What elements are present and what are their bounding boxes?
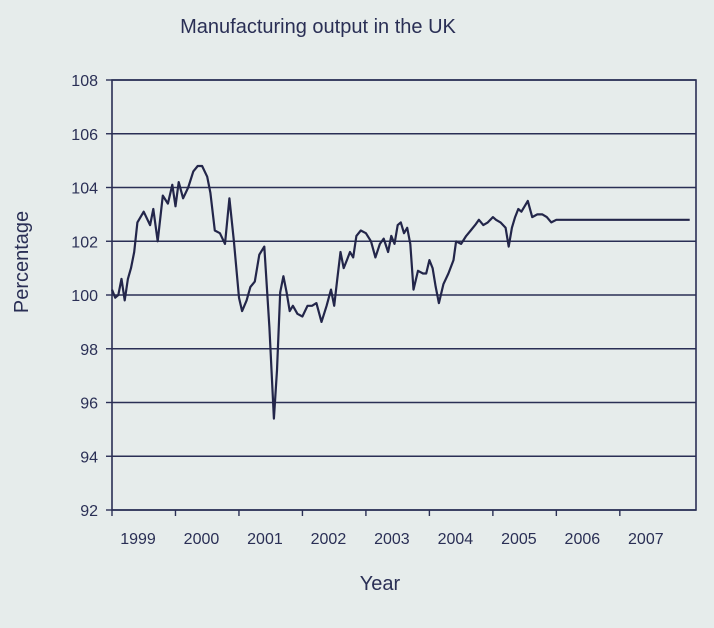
y-tick-label: 104 xyxy=(71,181,98,198)
x-tick-label: 2001 xyxy=(247,531,283,548)
y-tick-label: 108 xyxy=(71,73,98,90)
x-tick-label: 2005 xyxy=(501,531,537,548)
y-tick-label: 102 xyxy=(71,234,98,251)
gridlines xyxy=(112,79,696,511)
x-axis-ticks: 1999 2000 2001 2002 2003 2004 2005 2006 2007 xyxy=(111,510,664,548)
y-tick-label: 92 xyxy=(80,503,98,520)
y-tick-label: 98 xyxy=(80,342,98,359)
x-tick-label: 2004 xyxy=(438,531,474,548)
x-tick-label: 2006 xyxy=(565,531,601,548)
y-axis-label: Percentage xyxy=(11,211,33,313)
x-tick-label: 1999 xyxy=(120,531,156,548)
y-axis-ticks: 92 94 96 98 100 102 104 106 108 xyxy=(71,73,112,520)
x-tick-label: 2000 xyxy=(184,531,220,548)
series-line xyxy=(110,164,690,420)
chart-title: Manufacturing output in the UK xyxy=(180,16,456,38)
plot-frame xyxy=(111,79,697,511)
x-tick-label: 2007 xyxy=(628,531,664,548)
x-axis-label: Year xyxy=(360,573,401,595)
y-tick-label: 100 xyxy=(71,288,98,305)
y-tick-label: 94 xyxy=(80,449,98,466)
x-tick-label: 2002 xyxy=(311,531,347,548)
y-tick-label: 106 xyxy=(71,127,98,144)
x-tick-label: 2003 xyxy=(374,531,410,548)
y-tick-label: 96 xyxy=(80,396,98,413)
